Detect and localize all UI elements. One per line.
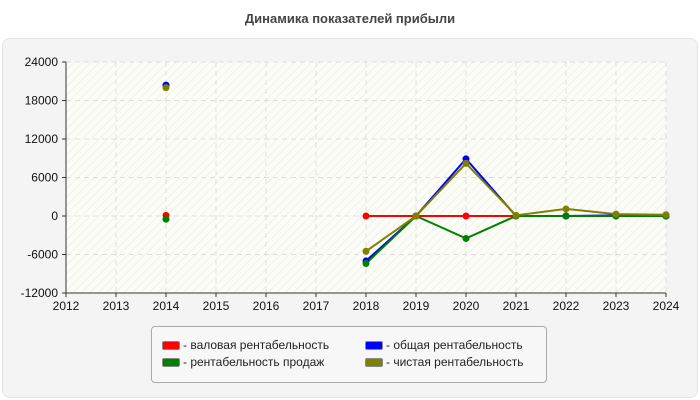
- legend-swatch: [162, 357, 180, 367]
- x-tick-label: 2017: [303, 299, 330, 313]
- legend-swatch: [365, 357, 383, 367]
- y-tick-label: 0: [51, 209, 58, 223]
- x-tick-label: 2013: [103, 299, 130, 313]
- y-tick-label: -6000: [27, 248, 58, 262]
- legend-item: - чистая рентабельность: [365, 355, 523, 369]
- x-tick-label: 2018: [353, 299, 380, 313]
- legend-swatch: [365, 340, 383, 350]
- x-tick-label: 2012: [53, 299, 80, 313]
- data-point: [412, 212, 420, 220]
- x-tick-label: 2015: [203, 299, 230, 313]
- y-tick-label: -12000: [21, 286, 59, 300]
- x-tick-label: 2019: [403, 299, 430, 313]
- x-tick-label: 2022: [553, 299, 580, 313]
- data-point: [362, 247, 370, 255]
- data-point: [462, 234, 470, 242]
- data-point: [162, 84, 170, 92]
- data-point: [612, 210, 620, 218]
- y-tick-label: 12000: [25, 132, 59, 146]
- y-tick-label: 6000: [31, 171, 58, 185]
- x-tick-label: 2016: [253, 299, 280, 313]
- data-point: [362, 212, 370, 220]
- legend: - валовая рентабельность - общая рентабе…: [151, 326, 547, 383]
- x-tick-label: 2021: [503, 299, 530, 313]
- data-point: [462, 159, 470, 167]
- data-point: [562, 212, 570, 220]
- legend-item: - валовая рентабельность: [162, 338, 329, 352]
- x-tick-label: 2023: [603, 299, 630, 313]
- data-point: [562, 205, 570, 213]
- data-point: [662, 211, 670, 219]
- data-point: [462, 212, 470, 220]
- legend-label: - рентабельность продаж: [183, 355, 325, 369]
- legend-item: - рентабельность продаж: [162, 355, 324, 369]
- data-point: [512, 211, 520, 219]
- y-tick-label: 24000: [25, 55, 59, 69]
- y-tick-label: 18000: [25, 94, 59, 108]
- data-point: [162, 215, 170, 223]
- x-tick-label: 2014: [153, 299, 180, 313]
- legend-item: - общая рентабельность: [365, 338, 523, 352]
- x-tick-label: 2024: [653, 299, 680, 313]
- legend-swatch: [162, 340, 180, 350]
- legend-label: - общая рентабельность: [386, 338, 523, 352]
- legend-label: - чистая рентабельность: [386, 355, 524, 369]
- chart-title: Динамика показателей прибыли: [244, 11, 456, 26]
- data-point: [362, 259, 370, 267]
- x-tick-label: 2020: [453, 299, 480, 313]
- legend-label: - валовая рентабельность: [183, 338, 330, 352]
